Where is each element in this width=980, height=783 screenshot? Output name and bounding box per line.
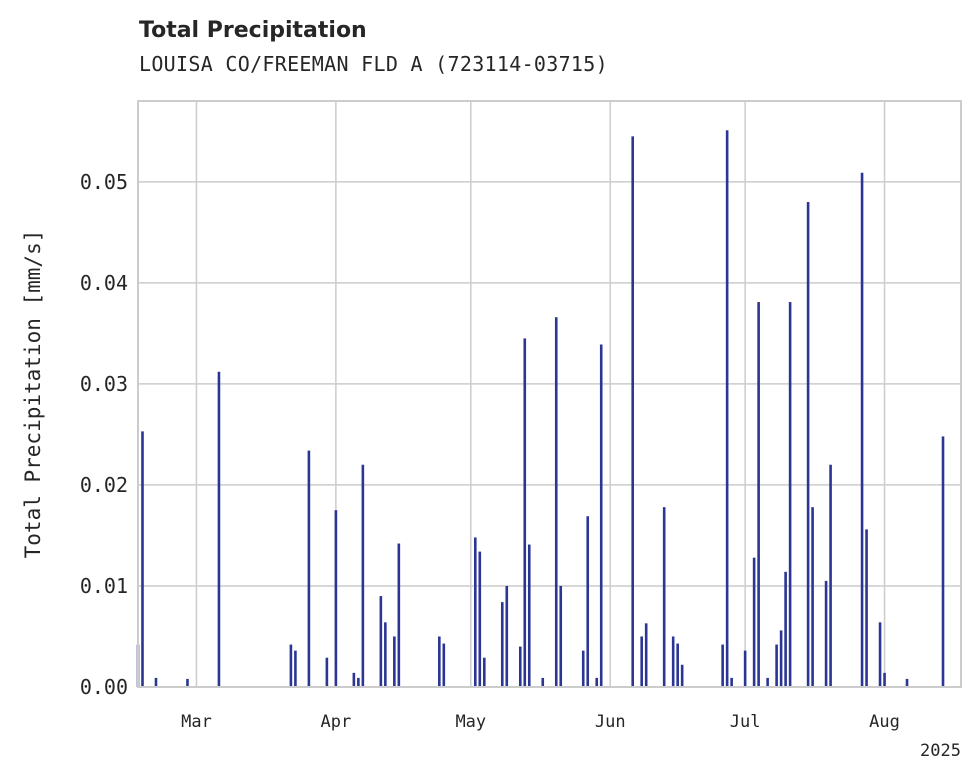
precip-bar [379,596,383,687]
y-tick-label: 0.00 [80,675,128,699]
x-tick-label: Mar [181,712,212,732]
x-tick-label: Apr [321,712,352,732]
x-tick-label: Jun [595,712,626,732]
x-axis-ticks: Mar Apr May Jun Jul Aug [181,712,900,732]
precip-bar [482,657,486,687]
precip-bar [527,544,531,687]
precip-bar [294,650,297,687]
precip-bar [307,450,311,687]
precip-bar [438,636,441,687]
precip-bar [905,678,909,687]
precip-bar [442,643,446,687]
precip-bar [725,130,729,688]
x-tick-label: Aug [869,712,900,732]
precip-bar [631,136,634,688]
precip-bar [824,580,828,687]
precip-bar [505,585,509,687]
precip-bar [860,172,864,687]
plot-frame [137,100,962,688]
chart-title: Total Precipitation [139,18,367,43]
precip-bar [752,557,756,687]
precip-bar [640,636,643,687]
precip-bar [599,344,603,687]
precip-bar [730,677,733,687]
x-tick-label: Jul [730,712,761,732]
precip-bar [581,650,585,687]
precip-bar [766,677,769,687]
precip-bar [721,644,724,687]
y-tick-label: 0.05 [80,170,128,194]
y-tick-label: 0.02 [80,473,128,497]
precip-bar [352,672,356,687]
precip-bar [676,643,679,687]
precip-bar [473,537,477,687]
precip-bar [775,644,778,687]
precip-bar [662,507,666,687]
precip-bar [878,622,882,687]
precip-bar [523,338,527,687]
precip-bar [680,664,684,687]
precip-bar [806,202,810,687]
x-axis-offset-label: 2025 [920,741,961,761]
precip-bar [559,585,563,687]
precip-bar [541,677,545,687]
precip-bar [788,302,792,687]
precip-bar [141,431,144,687]
precip-bar [518,646,522,687]
y-axis-label: Total Precipitation [mm/s] [21,230,45,559]
y-tick-label: 0.03 [80,372,128,396]
chart-subtitle: LOUISA CO/FREEMAN FLD A (723114-03715) [139,52,608,76]
precip-bar [384,622,387,687]
grid [138,101,961,688]
precip-bar [883,672,886,687]
precip-bar [779,630,783,687]
precip-bar [811,507,814,687]
precip-bar [186,678,189,687]
precip-bar [500,602,504,687]
precip-bar [154,677,158,687]
x-tick-label: May [455,712,486,732]
precip-bar [361,464,365,687]
precip-bar [671,636,675,687]
precip-bar [829,464,832,687]
precip-bar [334,510,338,687]
precip-bar [757,302,760,687]
precip-bar [357,677,360,687]
precip-bar [554,317,558,687]
precip-bar [595,677,599,687]
bars [136,130,945,688]
precip-bar [743,650,747,687]
precip-bar [478,551,482,687]
y-tick-label: 0.01 [80,574,128,598]
precip-bar [784,571,787,687]
precip-bar [586,516,590,687]
y-axis-ticks: 0.00 0.01 0.02 0.03 0.04 0.05 [80,170,128,699]
precip-bar [941,436,945,687]
y-tick-label: 0.04 [80,271,128,295]
precip-bar [397,543,401,687]
precip-bar [217,371,221,687]
precip-bar [289,644,293,687]
precip-bar [644,623,648,687]
precip-bar [865,529,868,687]
precip-bar [325,657,329,687]
precip-bar [393,636,396,687]
